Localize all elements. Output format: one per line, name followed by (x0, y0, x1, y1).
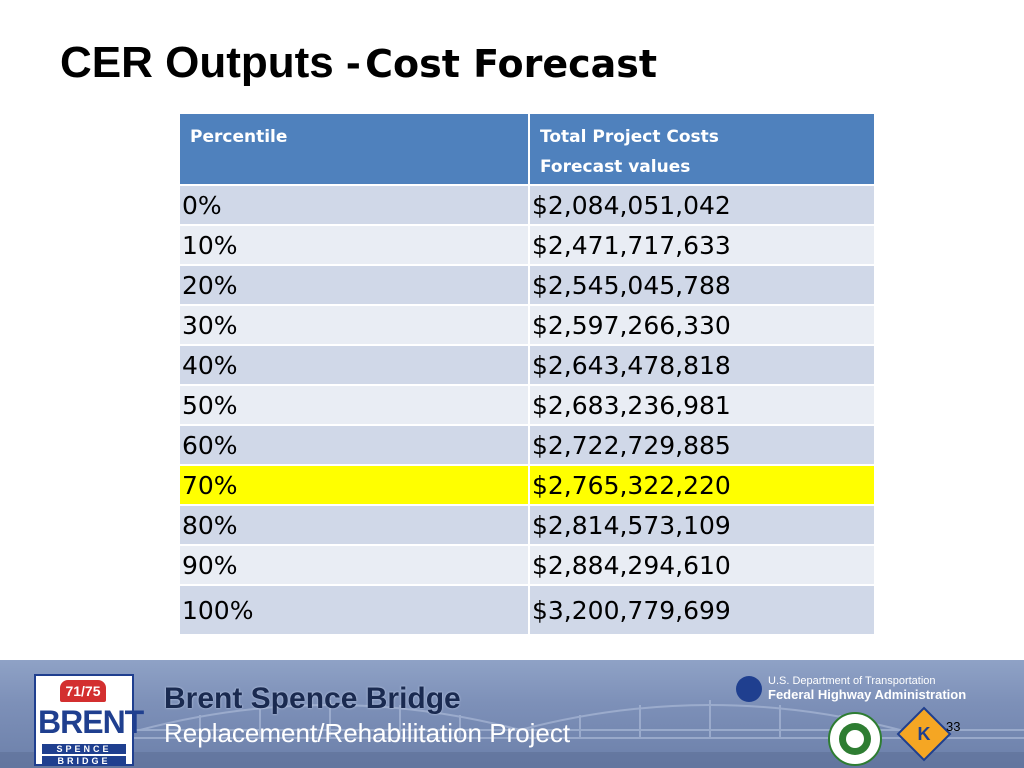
table-row-highlighted: 70% $2,765,322,220 (178, 464, 876, 506)
slide-title: CER Outputs - Cost Forecast (60, 38, 657, 88)
forecast-value-cell: $2,683,236,981 (528, 384, 876, 426)
project-banner: 71/75 BRENT SPENCE BRIDGE Brent Spence B… (0, 660, 1024, 768)
logo-bridge-text: BRIDGE (42, 756, 126, 766)
table-row: 10% $2,471,717,633 (178, 224, 876, 266)
table-row: 20% $2,545,045,788 (178, 264, 876, 306)
header-costs-line1: Total Project Costs (540, 127, 719, 147)
percentile-cell: 40% (178, 344, 530, 386)
table-row: 0% $2,084,051,042 (178, 184, 876, 226)
slide-title-main: CER Outputs - (60, 38, 361, 87)
table-row: 30% $2,597,266,330 (178, 304, 876, 346)
forecast-value-cell: $2,814,573,109 (528, 504, 876, 546)
percentile-cell: 10% (178, 224, 530, 266)
table-row: 60% $2,722,729,885 (178, 424, 876, 466)
percentile-cell: 0% (178, 184, 530, 226)
forecast-value-cell: $2,884,294,610 (528, 544, 876, 586)
percentile-cell: 70% (178, 464, 530, 506)
forecast-value-cell: $2,722,729,885 (528, 424, 876, 466)
forecast-value-cell: $3,200,779,699 (528, 584, 876, 636)
slide-title-sub: Cost Forecast (365, 42, 658, 86)
forecast-value-cell: $2,084,051,042 (528, 184, 876, 226)
svg-text:K: K (918, 724, 931, 744)
logo-spence-text: SPENCE (42, 744, 126, 754)
table-row: 80% $2,814,573,109 (178, 504, 876, 546)
header-costs-line2: Forecast values (540, 157, 691, 177)
forecast-value-cell: $2,597,266,330 (528, 304, 876, 346)
fhwa-administration-text: Federal Highway Administration (768, 687, 967, 702)
table-header-row: Percentile Total Project Costs Forecast … (178, 112, 876, 186)
forecast-value-cell: $2,765,322,220 (528, 464, 876, 506)
percentile-cell: 60% (178, 424, 530, 466)
header-total-project-costs: Total Project Costs Forecast values (528, 112, 876, 186)
percentile-cell: 30% (178, 304, 530, 346)
ohio-dot-seal-icon (828, 712, 882, 766)
forecast-value-cell: $2,545,045,788 (528, 264, 876, 306)
table-row: 100% $3,200,779,699 (178, 584, 876, 636)
page-number: 33 (946, 719, 961, 734)
table-row: 40% $2,643,478,818 (178, 344, 876, 386)
brent-spence-bridge-logo: 71/75 BRENT SPENCE BRIDGE (34, 674, 144, 766)
header-percentile: Percentile (178, 112, 530, 186)
forecast-value-cell: $2,643,478,818 (528, 344, 876, 386)
table-row: 50% $2,683,236,981 (178, 384, 876, 426)
percentile-cell: 50% (178, 384, 530, 426)
bridge-silhouette-image (0, 700, 1024, 768)
usdot-icon (736, 676, 762, 702)
project-subtitle: Replacement/Rehabilitation Project (164, 718, 571, 748)
percentile-cell: 100% (178, 584, 530, 636)
cost-forecast-table: Percentile Total Project Costs Forecast … (178, 112, 876, 636)
project-title: Brent Spence Bridge (164, 682, 461, 715)
percentile-cell: 90% (178, 544, 530, 586)
forecast-value-cell: $2,471,717,633 (528, 224, 876, 266)
percentile-cell: 80% (178, 504, 530, 546)
logo-brent-text: BRENT (38, 704, 144, 740)
fhwa-logo: U.S. Department of Transportation Federa… (736, 674, 996, 704)
table-row: 90% $2,884,294,610 (178, 544, 876, 586)
kentucky-transportation-cabinet-logo: K (896, 706, 952, 764)
fhwa-department-text: U.S. Department of Transportation (768, 675, 936, 687)
percentile-cell: 20% (178, 264, 530, 306)
route-shield-label: 71/75 (60, 680, 106, 702)
